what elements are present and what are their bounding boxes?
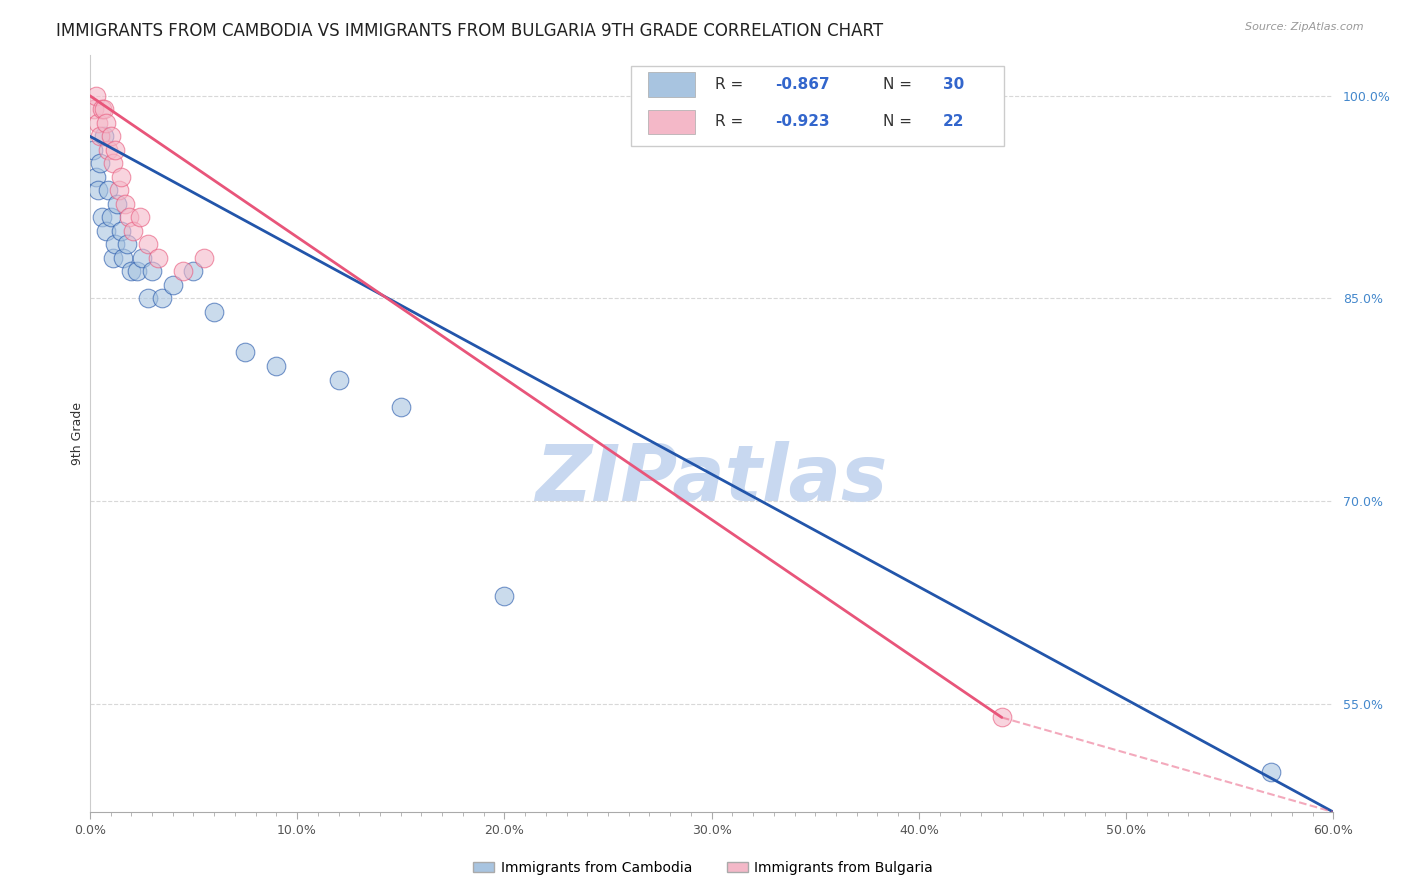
- Y-axis label: 9th Grade: 9th Grade: [72, 402, 84, 465]
- Point: [110, 169, 132, 184]
- Point: [141, 264, 163, 278]
- Point: [84, 169, 107, 184]
- Text: N =: N =: [883, 77, 917, 92]
- Point: [82, 143, 104, 157]
- Point: [233, 345, 256, 359]
- Point: [990, 710, 1012, 724]
- Point: [183, 264, 205, 278]
- Legend: Immigrants from Cambodia, Immigrants from Bulgaria: Immigrants from Cambodia, Immigrants fro…: [467, 855, 939, 880]
- Point: [131, 251, 153, 265]
- Text: R =: R =: [716, 114, 748, 129]
- Point: [91, 102, 114, 116]
- Point: [150, 292, 173, 306]
- FancyBboxPatch shape: [631, 67, 1004, 146]
- Point: [100, 129, 122, 144]
- Point: [127, 264, 149, 278]
- Text: Source: ZipAtlas.com: Source: ZipAtlas.com: [1246, 22, 1364, 32]
- Point: [101, 251, 124, 265]
- Point: [202, 305, 225, 319]
- Point: [1260, 764, 1282, 779]
- Text: IMMIGRANTS FROM CAMBODIA VS IMMIGRANTS FROM BULGARIA 9TH GRADE CORRELATION CHART: IMMIGRANTS FROM CAMBODIA VS IMMIGRANTS F…: [56, 22, 883, 40]
- Point: [193, 251, 215, 265]
- Point: [122, 224, 145, 238]
- Point: [100, 211, 122, 225]
- Point: [108, 183, 131, 197]
- Point: [266, 359, 288, 373]
- Point: [136, 237, 159, 252]
- Point: [87, 183, 110, 197]
- Point: [83, 102, 105, 116]
- Point: [104, 143, 127, 157]
- Point: [389, 400, 412, 414]
- Point: [97, 183, 120, 197]
- Text: N =: N =: [883, 114, 917, 129]
- FancyBboxPatch shape: [648, 110, 696, 134]
- Point: [172, 264, 194, 278]
- Point: [93, 129, 115, 144]
- Point: [128, 211, 150, 225]
- Point: [91, 211, 114, 225]
- Point: [114, 196, 136, 211]
- Point: [105, 196, 128, 211]
- Point: [118, 211, 141, 225]
- Point: [97, 143, 120, 157]
- Point: [111, 251, 134, 265]
- Text: ZIPatlas: ZIPatlas: [536, 441, 887, 517]
- Point: [87, 116, 110, 130]
- Point: [104, 237, 127, 252]
- Point: [84, 88, 107, 103]
- Point: [93, 102, 115, 116]
- Point: [89, 156, 111, 170]
- Point: [89, 129, 111, 144]
- Point: [96, 224, 118, 238]
- FancyBboxPatch shape: [648, 72, 696, 96]
- Text: 30: 30: [943, 77, 965, 92]
- Text: 22: 22: [943, 114, 965, 129]
- Point: [136, 292, 159, 306]
- Point: [115, 237, 138, 252]
- Point: [101, 156, 124, 170]
- Point: [96, 116, 118, 130]
- Text: -0.923: -0.923: [775, 114, 830, 129]
- Text: R =: R =: [716, 77, 748, 92]
- Point: [110, 224, 132, 238]
- Point: [494, 589, 516, 603]
- Point: [120, 264, 142, 278]
- Point: [328, 372, 350, 386]
- Point: [162, 277, 184, 292]
- Point: [148, 251, 170, 265]
- Text: -0.867: -0.867: [775, 77, 830, 92]
